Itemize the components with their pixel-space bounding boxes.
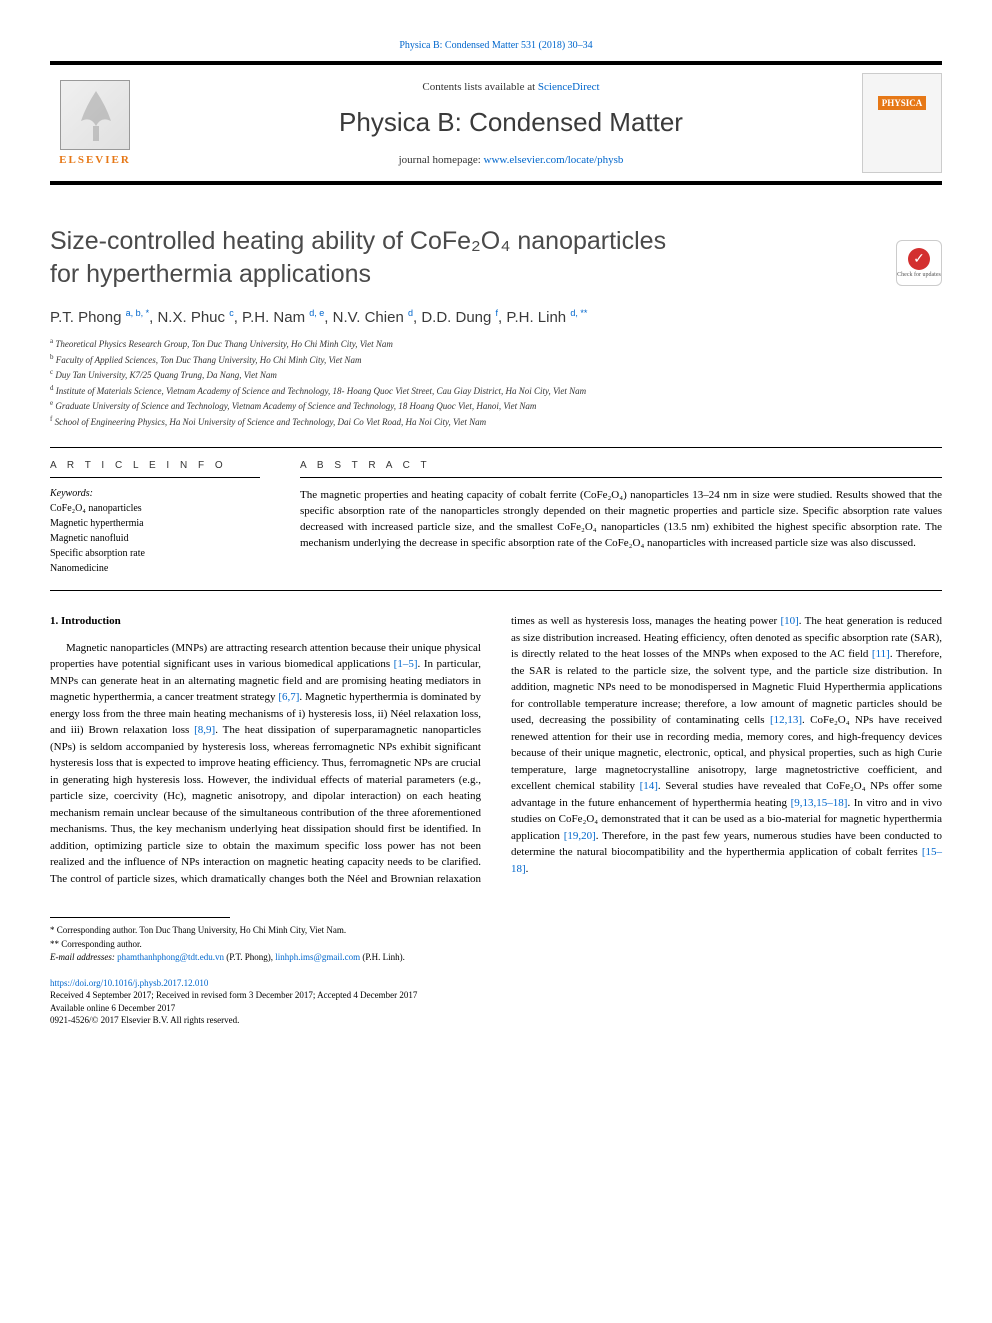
abstract-heading: A B S T R A C T	[300, 460, 942, 478]
title-line-1: Size-controlled heating ability of CoFe₂…	[50, 227, 666, 255]
affiliation-item: b Faculty of Applied Sciences, Ton Duc T…	[50, 352, 942, 368]
section-1-heading: 1. Introduction	[50, 613, 481, 630]
p1-seg4: . The heat dissipation of superparamagne…	[50, 724, 481, 885]
online-line: Available online 6 December 2017	[50, 1002, 942, 1015]
title-line-2: for hyperthermia applications	[50, 260, 371, 288]
affiliation-item: c Duy Tan University, K7/25 Quang Trung,…	[50, 367, 942, 383]
ref-8-9[interactable]: [8,9]	[194, 724, 215, 736]
journal-name: Physica B: Condensed Matter	[160, 107, 862, 138]
cover-physica-label: PHYSICA	[878, 96, 927, 110]
ref-14[interactable]: [14]	[640, 780, 658, 792]
keyword-item: Specific absorption rate	[50, 546, 260, 561]
doi-block: https://doi.org/10.1016/j.physb.2017.12.…	[50, 977, 942, 1027]
elsevier-tree-icon	[60, 80, 130, 150]
abstract-column: A B S T R A C T The magnetic properties …	[300, 460, 942, 576]
check-updates-text: Check for updates	[897, 272, 941, 278]
keywords-label: Keywords:	[50, 488, 260, 499]
keyword-item: CoFe₂O₄ nanoparticles	[50, 501, 260, 516]
affiliation-item: d Institute of Materials Science, Vietna…	[50, 383, 942, 399]
abstract-text: The magnetic properties and heating capa…	[300, 488, 942, 552]
elsevier-logo: ELSEVIER	[50, 73, 140, 173]
authors-line: P.T. Phong a, b, *, N.X. Phuc c, P.H. Na…	[50, 308, 942, 326]
homepage-link[interactable]: www.elsevier.com/locate/physb	[484, 154, 624, 166]
footnote-rule	[50, 917, 230, 918]
ref-11[interactable]: [11]	[872, 648, 890, 660]
ref-6-7[interactable]: [6,7]	[278, 691, 299, 703]
intro-paragraph: Magnetic nanoparticles (MNPs) are attrac…	[50, 613, 942, 887]
check-updates-badge[interactable]: ✓ Check for updates	[896, 240, 942, 286]
copyright-line: 0921-4526/© 2017 Elsevier B.V. All right…	[50, 1014, 942, 1027]
affiliation-item: a Theoretical Physics Research Group, To…	[50, 336, 942, 352]
email-2-name: (P.H. Linh).	[360, 952, 405, 962]
history-line: Received 4 September 2017; Received in r…	[50, 989, 942, 1002]
affiliations: a Theoretical Physics Research Group, To…	[50, 336, 942, 429]
contents-line: Contents lists available at ScienceDirec…	[160, 81, 862, 93]
email-2[interactable]: linhph.ims@gmail.com	[275, 952, 360, 962]
email-label: E-mail addresses:	[50, 952, 117, 962]
body-text: 1. Introduction Magnetic nanoparticles (…	[50, 613, 942, 887]
elsevier-wordmark: ELSEVIER	[59, 154, 131, 166]
affiliation-item: f School of Engineering Physics, Ha Noi …	[50, 414, 942, 430]
running-head-link[interactable]: Physica B: Condensed Matter 531 (2018) 3…	[399, 40, 592, 51]
corresp-2: ** Corresponding author.	[50, 938, 942, 952]
doi-link[interactable]: https://doi.org/10.1016/j.physb.2017.12.…	[50, 978, 208, 988]
footnotes: * Corresponding author. Ton Duc Thang Un…	[50, 924, 942, 965]
sciencedirect-link[interactable]: ScienceDirect	[538, 81, 600, 93]
running-head: Physica B: Condensed Matter 531 (2018) 3…	[50, 40, 942, 51]
keyword-item: Magnetic hyperthermia	[50, 516, 260, 531]
email-1[interactable]: phamthanhphong@tdt.edu.vn	[117, 952, 224, 962]
ref-12-13[interactable]: [12,13]	[770, 714, 802, 726]
affiliation-item: e Graduate University of Science and Tec…	[50, 398, 942, 414]
p2-seg8: .	[526, 863, 529, 875]
header-center: Contents lists available at ScienceDirec…	[160, 81, 862, 166]
ref-10[interactable]: [10]	[780, 615, 798, 627]
homepage-line: journal homepage: www.elsevier.com/locat…	[160, 154, 862, 166]
article-info-heading: A R T I C L E I N F O	[50, 460, 260, 478]
journal-header: ELSEVIER Contents lists available at Sci…	[50, 65, 942, 185]
journal-cover-thumb: PHYSICA	[862, 73, 942, 173]
section-rule-2	[50, 590, 942, 591]
ref-1-5[interactable]: [1–5]	[394, 658, 418, 670]
article-info: A R T I C L E I N F O Keywords: CoFe₂O₄ …	[50, 460, 260, 576]
info-abstract-row: A R T I C L E I N F O Keywords: CoFe₂O₄ …	[50, 460, 942, 576]
keyword-item: Nanomedicine	[50, 561, 260, 576]
contents-prefix: Contents lists available at	[422, 81, 537, 93]
keyword-item: Magnetic nanofluid	[50, 531, 260, 546]
check-icon: ✓	[908, 248, 930, 270]
email-1-name: (P.T. Phong),	[224, 952, 275, 962]
ref-19-20[interactable]: [19,20]	[564, 830, 596, 842]
keywords-list: CoFe₂O₄ nanoparticlesMagnetic hypertherm…	[50, 501, 260, 576]
email-line: E-mail addresses: phamthanhphong@tdt.edu…	[50, 951, 942, 965]
section-rule-1	[50, 447, 942, 448]
homepage-prefix: journal homepage:	[399, 154, 484, 166]
article-title: Size-controlled heating ability of CoFe₂…	[50, 225, 942, 290]
corresp-1: * Corresponding author. Ton Duc Thang Un…	[50, 924, 942, 938]
ref-9-13-15-18[interactable]: [9,13,15–18]	[791, 797, 848, 809]
